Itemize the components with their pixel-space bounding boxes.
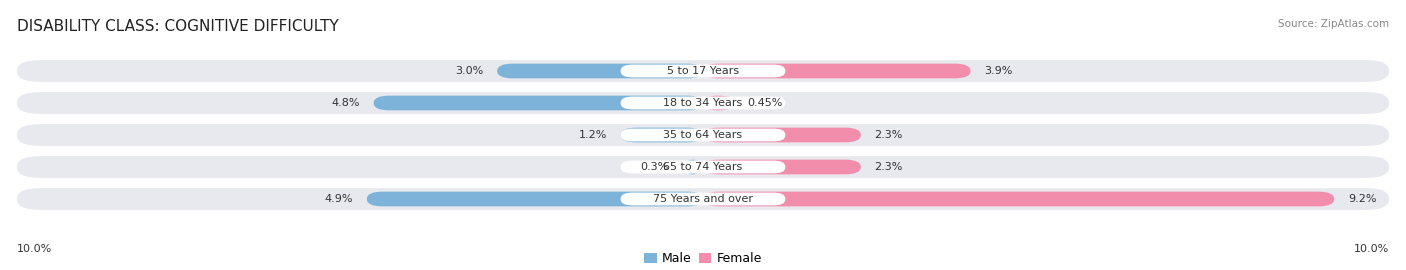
Text: 65 to 74 Years: 65 to 74 Years: [664, 162, 742, 172]
FancyBboxPatch shape: [703, 96, 734, 110]
Legend: Male, Female: Male, Female: [640, 247, 766, 270]
FancyBboxPatch shape: [620, 128, 703, 142]
Text: 10.0%: 10.0%: [1354, 244, 1389, 254]
Text: 3.0%: 3.0%: [456, 66, 484, 76]
Text: Source: ZipAtlas.com: Source: ZipAtlas.com: [1278, 19, 1389, 29]
FancyBboxPatch shape: [17, 156, 1389, 178]
Text: 35 to 64 Years: 35 to 64 Years: [664, 130, 742, 140]
FancyBboxPatch shape: [703, 64, 970, 78]
FancyBboxPatch shape: [498, 64, 703, 78]
Text: 1.2%: 1.2%: [578, 130, 607, 140]
FancyBboxPatch shape: [17, 60, 1389, 82]
Text: 2.3%: 2.3%: [875, 162, 903, 172]
FancyBboxPatch shape: [620, 65, 786, 77]
FancyBboxPatch shape: [17, 188, 1389, 210]
Text: DISABILITY CLASS: COGNITIVE DIFFICULTY: DISABILITY CLASS: COGNITIVE DIFFICULTY: [17, 19, 339, 34]
Text: 18 to 34 Years: 18 to 34 Years: [664, 98, 742, 108]
Text: 10.0%: 10.0%: [17, 244, 52, 254]
FancyBboxPatch shape: [367, 192, 703, 206]
FancyBboxPatch shape: [620, 97, 786, 109]
Text: 75 Years and over: 75 Years and over: [652, 194, 754, 204]
Text: 9.2%: 9.2%: [1348, 194, 1376, 204]
Text: 4.8%: 4.8%: [332, 98, 360, 108]
FancyBboxPatch shape: [703, 128, 860, 142]
Text: 5 to 17 Years: 5 to 17 Years: [666, 66, 740, 76]
FancyBboxPatch shape: [17, 92, 1389, 114]
FancyBboxPatch shape: [703, 192, 1334, 206]
FancyBboxPatch shape: [620, 193, 786, 205]
FancyBboxPatch shape: [620, 161, 786, 173]
FancyBboxPatch shape: [374, 96, 703, 110]
Text: 0.45%: 0.45%: [748, 98, 783, 108]
Text: 4.9%: 4.9%: [325, 194, 353, 204]
FancyBboxPatch shape: [620, 129, 786, 141]
Text: 2.3%: 2.3%: [875, 130, 903, 140]
FancyBboxPatch shape: [682, 160, 703, 174]
Text: 3.9%: 3.9%: [984, 66, 1012, 76]
FancyBboxPatch shape: [703, 160, 860, 174]
Text: 0.3%: 0.3%: [641, 162, 669, 172]
FancyBboxPatch shape: [17, 124, 1389, 146]
